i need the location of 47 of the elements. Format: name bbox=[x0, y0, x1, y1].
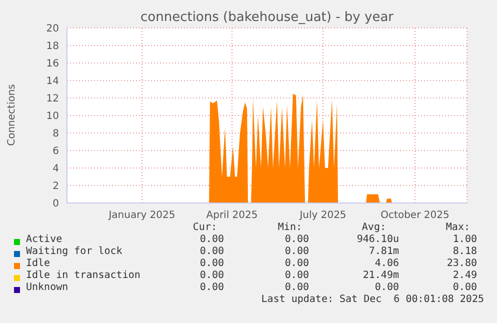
text: 23.80 bbox=[446, 258, 477, 269]
y-tick-label: 10 bbox=[46, 111, 59, 122]
x-tick-label: January 2025 bbox=[108, 210, 176, 222]
legend-label: Idle bbox=[26, 258, 50, 269]
y-tick-label: 0 bbox=[52, 198, 59, 210]
text: 0.00 bbox=[374, 282, 399, 293]
text: Cur: bbox=[192, 222, 217, 233]
y-axis-title: Connections bbox=[6, 84, 18, 146]
text: 0.00 bbox=[200, 282, 224, 293]
text: Avg: bbox=[362, 222, 386, 233]
y-tick-label: 2 bbox=[52, 181, 59, 192]
text: 0.00 bbox=[284, 282, 309, 293]
y-tick-label: 8 bbox=[52, 128, 59, 140]
text: 0.00 bbox=[284, 234, 309, 245]
text: 0.00 bbox=[452, 282, 477, 293]
text: 8.18 bbox=[452, 246, 477, 257]
x-tick-label: July 2025 bbox=[298, 210, 346, 222]
text: 0.00 bbox=[284, 246, 309, 257]
text: 0.00 bbox=[200, 246, 224, 257]
legend-label: Idle in transaction bbox=[26, 270, 140, 281]
text: Min: bbox=[278, 222, 302, 233]
x-tick-label: April 2025 bbox=[206, 210, 258, 222]
text: 946.10u bbox=[356, 234, 399, 245]
chart-title: connections (bakehouse_uat) - by year bbox=[140, 10, 394, 25]
text: 2.49 bbox=[452, 270, 477, 281]
text: 0.00 bbox=[200, 258, 224, 269]
y-tick-label: 20 bbox=[46, 24, 59, 35]
text: 0.00 bbox=[200, 234, 224, 245]
text: Last update: Sat Dec 6 00:01:08 2025 bbox=[261, 294, 484, 305]
y-tick-label: 4 bbox=[52, 164, 59, 175]
legend-label: Waiting for lock bbox=[26, 246, 122, 257]
text: 0.00 bbox=[200, 270, 224, 281]
text: 7.81m bbox=[368, 246, 399, 257]
text: Max: bbox=[446, 222, 470, 233]
text: 0.00 bbox=[284, 270, 309, 281]
legend-label: Unknown bbox=[26, 282, 68, 293]
text: 1.00 bbox=[452, 234, 477, 245]
text: 21.49m bbox=[362, 270, 399, 281]
y-tick-label: 16 bbox=[46, 58, 59, 70]
text: 4.06 bbox=[374, 258, 399, 269]
legend-label: Active bbox=[26, 234, 62, 245]
y-tick-label: 18 bbox=[46, 41, 59, 52]
text: 0.00 bbox=[284, 258, 309, 269]
y-tick-label: 12 bbox=[46, 94, 59, 105]
y-tick-label: 14 bbox=[46, 76, 59, 88]
y-tick-label: 6 bbox=[52, 146, 59, 158]
x-tick-label: October 2025 bbox=[380, 210, 450, 222]
